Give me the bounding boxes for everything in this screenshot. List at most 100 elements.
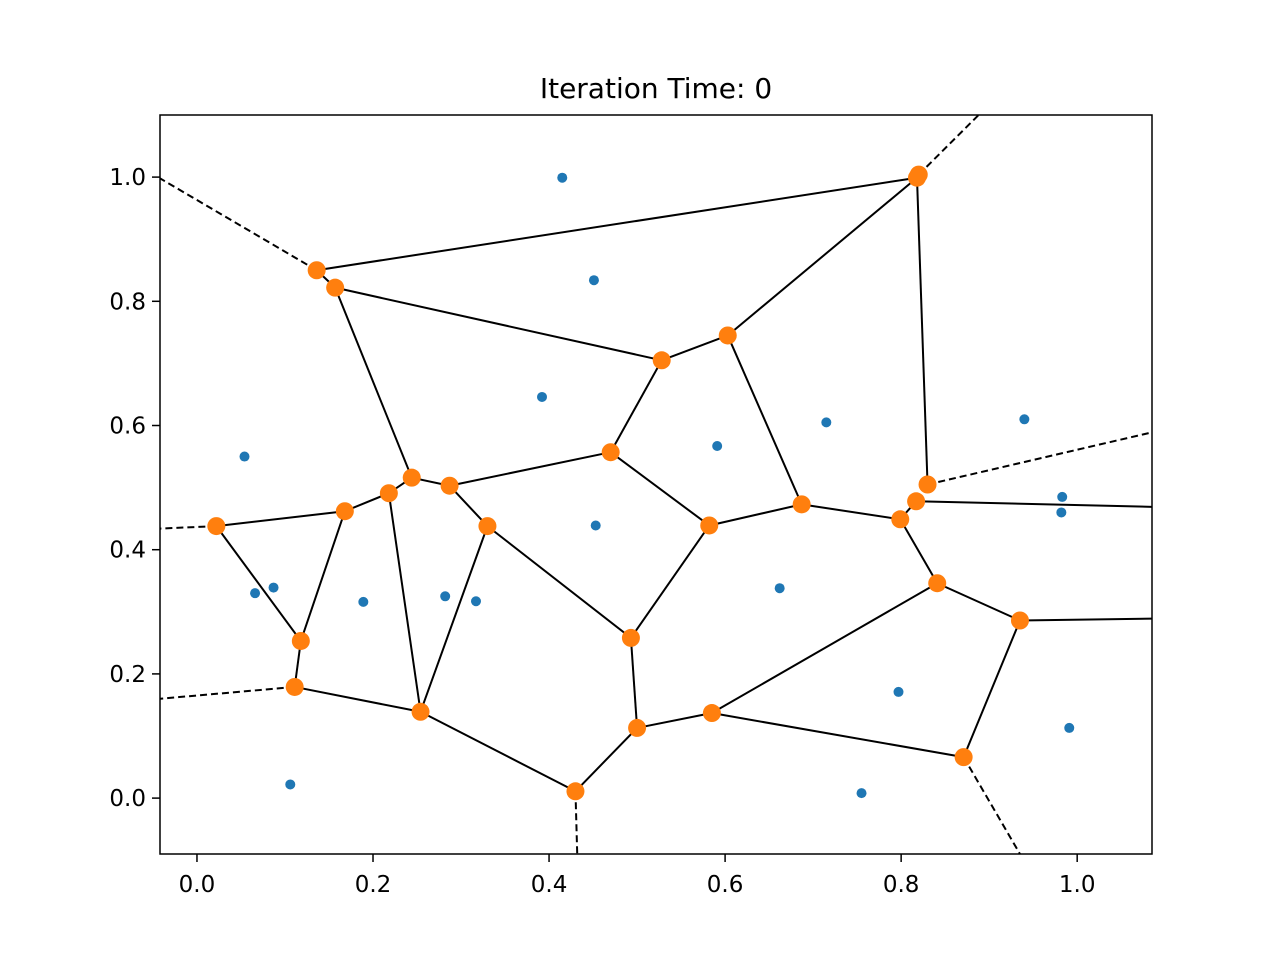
- voronoi-edge-6: [334, 287, 413, 479]
- x-tick-label: 0.0: [179, 872, 216, 898]
- voronoi-edge-31: [387, 493, 422, 712]
- y-tick-label: 0.8: [109, 289, 146, 315]
- voronoi-vertex-18: [928, 574, 947, 593]
- voronoi-vertex-19: [1010, 611, 1029, 630]
- voronoi-edge-27: [629, 637, 639, 729]
- seed-point-6: [1019, 414, 1030, 425]
- y-tick-label: 1.0: [109, 165, 146, 191]
- voronoi-edge-24: [962, 620, 1021, 758]
- plot-area: 0.0 0.2 0.4 0.6 0.8 1.0 0.0 0.2 0.4 0.6 0.8 1.0: [109, 114, 1153, 898]
- seed-point-19: [856, 788, 867, 799]
- voronoi-edge-7: [609, 359, 663, 453]
- voronoi-vertex-8: [440, 476, 459, 495]
- voronoi-edge-25: [711, 712, 964, 759]
- voronoi-edge-35: [294, 685, 421, 713]
- y-tick-label: 0.4: [109, 538, 146, 564]
- seed-point-14: [470, 596, 481, 607]
- chart-title: Iteration Time: 0: [540, 72, 772, 105]
- voronoi-lines: [160, 115, 1152, 854]
- seed-point-17: [1064, 722, 1075, 733]
- axes-frame: [159, 114, 1153, 855]
- x-tick-label: 0.8: [883, 872, 920, 898]
- voronoi-vertex-1: [326, 278, 345, 297]
- voronoi-edge-30: [419, 525, 489, 713]
- seed-point-16: [893, 686, 904, 697]
- infinite-ridge-6: [962, 756, 1021, 854]
- seed-point-3: [239, 451, 250, 462]
- voronoi-edge-5: [915, 177, 929, 485]
- voronoi-edge-19: [916, 500, 1152, 508]
- seed-point-10: [250, 588, 261, 599]
- voronoi-vertex-26: [954, 748, 973, 767]
- seed-point-12: [358, 596, 369, 607]
- voronoi-vertex-7: [402, 468, 421, 487]
- voronoi-edge-3: [661, 334, 729, 362]
- voronoi-edge-32: [299, 510, 346, 642]
- voronoi-edge-28: [630, 524, 711, 639]
- y-tick-label: 0.6: [109, 414, 146, 440]
- voronoi-vertex-0: [307, 261, 326, 280]
- seed-point-8: [1056, 507, 1067, 518]
- voronoi-vertex-14: [792, 495, 811, 514]
- voronoi-vertex-15: [918, 475, 937, 494]
- infinite-ridge-1: [918, 115, 980, 176]
- voronoi-vertex-11: [207, 517, 226, 536]
- seed-point-4: [712, 440, 723, 451]
- seed-point-1: [588, 275, 599, 286]
- voronoi-vertex-9: [379, 484, 398, 503]
- voronoi-vertex-13: [700, 516, 719, 535]
- voronoi-edge-22: [1019, 617, 1152, 622]
- voronoi-edge-15: [610, 451, 710, 527]
- x-tick-label: 0.6: [707, 872, 744, 898]
- voronoi-edge-4: [727, 176, 918, 337]
- voronoi-edge-37: [574, 727, 638, 792]
- seed-point-15: [774, 583, 785, 594]
- voronoi-edge-10: [449, 451, 611, 487]
- seed-point-9: [590, 520, 601, 531]
- voronoi-edge-14: [448, 485, 489, 527]
- voronoi-vertex-12: [478, 517, 497, 536]
- y-tick-label: 0.2: [109, 662, 146, 688]
- voronoi-edge-23: [711, 582, 938, 714]
- voronoi-vertex-6: [601, 443, 620, 462]
- seed-point-13: [440, 591, 451, 602]
- voronoi-vertex-23: [621, 628, 640, 647]
- seed-point-2: [537, 391, 548, 402]
- voronoi-edge-8: [726, 335, 803, 505]
- voronoi-edge-33: [215, 525, 302, 642]
- voronoi-vertex-25: [702, 704, 721, 723]
- seed-points: [239, 172, 1075, 799]
- voronoi-edge-0: [316, 176, 918, 272]
- voronoi-vertex-22: [411, 702, 430, 721]
- infinite-ridge-2: [927, 431, 1152, 486]
- seed-point-5: [821, 417, 832, 428]
- y-tick-label: 0.0: [109, 786, 146, 812]
- x-tick-label: 1.0: [1059, 872, 1096, 898]
- voronoi-edge-20: [899, 518, 939, 584]
- infinite-ridge-0: [160, 177, 318, 272]
- voronoi-vertex-17: [891, 510, 910, 529]
- seed-point-0: [557, 172, 568, 183]
- voronoi-vertex-20: [291, 631, 310, 650]
- voronoi-vertex-4: [652, 351, 671, 370]
- voronoi-vertex-16: [907, 492, 926, 511]
- voronoi-vertex-5: [718, 326, 737, 345]
- voronoi-edge-13: [216, 510, 345, 528]
- voronoi-edge-29: [486, 525, 632, 639]
- infinite-ridge-3: [160, 525, 217, 530]
- voronoi-vertex-24: [628, 718, 647, 737]
- voronoi-edge-36: [420, 710, 576, 793]
- voronoi-vertices: [207, 165, 1029, 801]
- x-tick-label: 0.4: [531, 872, 568, 898]
- voronoi-edge-26: [636, 712, 713, 729]
- y-axis: 0.0 0.2 0.4 0.6 0.8 1.0: [109, 165, 160, 812]
- x-tick-label: 0.2: [355, 872, 392, 898]
- voronoi-edge-16: [709, 503, 802, 527]
- seed-point-18: [285, 779, 296, 790]
- voronoi-edge-2: [334, 286, 662, 362]
- voronoi-vertex-21: [285, 677, 304, 696]
- x-axis: 0.0 0.2 0.4 0.6 0.8 1.0: [179, 854, 1096, 898]
- infinite-ridge-4: [160, 685, 295, 700]
